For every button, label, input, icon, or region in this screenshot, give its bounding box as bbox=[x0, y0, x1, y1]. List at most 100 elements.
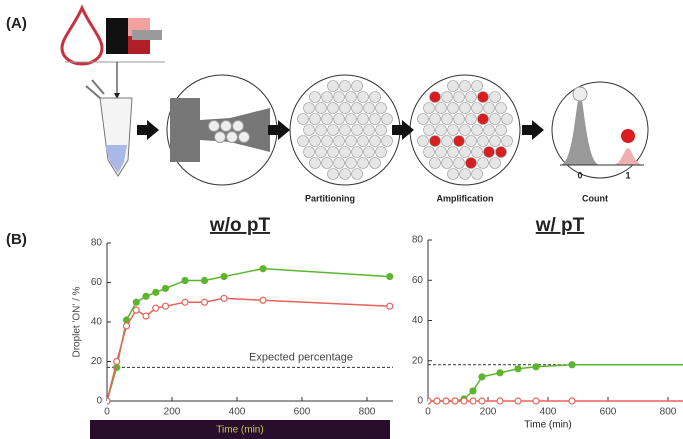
data-point bbox=[470, 388, 476, 394]
droplet bbox=[316, 125, 327, 136]
data-point bbox=[425, 398, 431, 404]
droplet bbox=[490, 136, 501, 147]
droplet bbox=[209, 121, 220, 132]
droplet bbox=[376, 147, 387, 158]
count-label: 1 bbox=[625, 170, 630, 180]
data-point bbox=[497, 398, 503, 404]
droplet bbox=[454, 92, 465, 103]
y-tick-label: 0 bbox=[96, 396, 102, 407]
data-point bbox=[470, 398, 476, 404]
data-point bbox=[163, 303, 169, 309]
droplet bbox=[227, 132, 238, 143]
droplet bbox=[484, 103, 495, 114]
droplet bbox=[418, 114, 429, 125]
droplet bbox=[364, 125, 375, 136]
x-tick-label: 800 bbox=[359, 407, 376, 418]
droplet bbox=[448, 147, 459, 158]
droplet bbox=[460, 125, 471, 136]
stage-label: Amplification bbox=[436, 193, 493, 203]
x-tick-label: 400 bbox=[540, 407, 557, 418]
droplet bbox=[496, 125, 507, 136]
annotation: Expected percentage bbox=[249, 351, 353, 363]
droplet bbox=[466, 136, 477, 147]
droplet bbox=[484, 147, 495, 158]
stage-label: Count bbox=[582, 193, 608, 203]
droplet bbox=[436, 125, 447, 136]
arrow bbox=[137, 120, 159, 140]
x-tick-label: 200 bbox=[164, 407, 181, 418]
droplet bbox=[322, 158, 333, 169]
droplet bbox=[358, 158, 369, 169]
data-point bbox=[260, 266, 266, 272]
data-point bbox=[515, 366, 521, 372]
data-point bbox=[569, 362, 575, 368]
data-point bbox=[143, 313, 149, 319]
droplet bbox=[328, 81, 339, 92]
data-point bbox=[221, 274, 227, 280]
arrow bbox=[522, 120, 544, 140]
droplet bbox=[298, 114, 309, 125]
y-tick-label: 0 bbox=[417, 396, 423, 407]
droplet bbox=[352, 103, 363, 114]
y-tick-label: 40 bbox=[412, 315, 424, 326]
y-tick-label: 80 bbox=[412, 235, 424, 246]
droplet bbox=[322, 114, 333, 125]
droplet bbox=[328, 125, 339, 136]
x-axis-label: Time (min) bbox=[524, 420, 571, 431]
tube-cap bbox=[86, 80, 104, 98]
droplet bbox=[358, 92, 369, 103]
y-tick-label: 20 bbox=[412, 355, 424, 366]
data-point bbox=[104, 398, 110, 404]
droplet bbox=[310, 158, 321, 169]
droplet bbox=[454, 136, 465, 147]
droplet bbox=[484, 125, 495, 136]
data-point bbox=[124, 323, 130, 329]
droplet bbox=[496, 103, 507, 114]
droplet bbox=[454, 114, 465, 125]
x-tick-label: 400 bbox=[229, 407, 246, 418]
droplet bbox=[334, 158, 345, 169]
droplet bbox=[370, 158, 381, 169]
data-point bbox=[153, 305, 159, 311]
x-tick-label: 0 bbox=[104, 407, 110, 418]
droplet bbox=[310, 92, 321, 103]
droplet bbox=[239, 132, 250, 143]
droplet bbox=[340, 125, 351, 136]
droplet bbox=[621, 129, 635, 143]
droplet bbox=[466, 114, 477, 125]
droplet bbox=[316, 103, 327, 114]
x-axis-label: Time (min) bbox=[216, 425, 263, 436]
droplet bbox=[328, 103, 339, 114]
droplet bbox=[478, 136, 489, 147]
icon bbox=[132, 30, 162, 40]
droplet bbox=[472, 169, 483, 180]
droplet bbox=[424, 125, 435, 136]
droplet bbox=[436, 103, 447, 114]
data-point bbox=[434, 398, 440, 404]
droplet bbox=[346, 158, 357, 169]
x-tick-label: 800 bbox=[660, 407, 677, 418]
y-tick-label: 40 bbox=[91, 317, 103, 328]
y-tick-label: 80 bbox=[91, 238, 103, 249]
droplet bbox=[418, 136, 429, 147]
droplet bbox=[460, 103, 471, 114]
data-point bbox=[153, 289, 159, 295]
stage-label: Partitioning bbox=[305, 193, 355, 203]
droplet bbox=[448, 103, 459, 114]
droplet bbox=[304, 125, 315, 136]
droplet bbox=[472, 81, 483, 92]
plot-area bbox=[425, 362, 683, 404]
droplet bbox=[310, 136, 321, 147]
droplet bbox=[436, 147, 447, 158]
x-tick-label: 600 bbox=[294, 407, 311, 418]
y-tick-label: 60 bbox=[412, 275, 424, 286]
droplet bbox=[322, 136, 333, 147]
plot-area bbox=[104, 266, 393, 404]
droplet bbox=[340, 81, 351, 92]
data-point bbox=[479, 398, 485, 404]
droplet bbox=[376, 103, 387, 114]
figure: (A) 0 1 Partitioning Amplification Count… bbox=[0, 0, 683, 439]
droplet bbox=[442, 136, 453, 147]
series-line bbox=[428, 365, 683, 401]
droplet bbox=[346, 92, 357, 103]
